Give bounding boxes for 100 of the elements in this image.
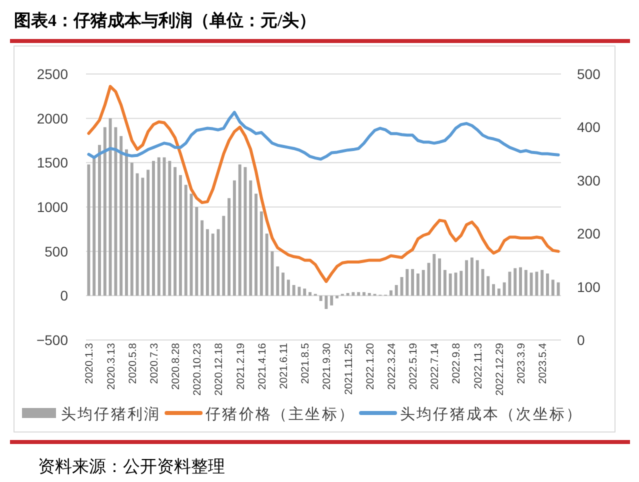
bar (362, 292, 366, 296)
bar (152, 160, 155, 296)
y-tick-label: 1500 (36, 154, 68, 171)
x-tick-label: 2021.4.16 (256, 342, 268, 390)
line-series (87, 84, 560, 283)
bar (443, 270, 446, 296)
bar (270, 251, 274, 296)
bar (514, 268, 517, 296)
bar (530, 272, 533, 296)
bar (276, 266, 280, 296)
bar (519, 267, 522, 296)
bar (157, 157, 160, 296)
bar (546, 274, 549, 296)
bar (476, 260, 479, 296)
bar (222, 216, 226, 296)
bar (232, 180, 236, 296)
x-tick-label: 2021.11.25 (342, 342, 355, 395)
y-tick-label: 2000 (36, 110, 68, 126)
x-tick-label: 2023.5.4 (537, 342, 550, 384)
bar (298, 286, 301, 296)
bar (406, 269, 409, 296)
bar (400, 277, 404, 296)
x-tick-label: 2022.11.3 (472, 342, 484, 389)
x-tick-label: 2020.1.3 (84, 342, 96, 384)
x-tick-label: 2020.12.18 (213, 342, 226, 396)
bar (238, 164, 242, 296)
bar (308, 292, 312, 296)
bar (228, 198, 231, 296)
chart-title: 图表4：仔猪成本与利润（单位：元/头） (14, 11, 316, 30)
bar (174, 167, 177, 296)
bar (524, 270, 528, 296)
legend-label: 头均仔猪成本（次坐标） (400, 406, 583, 423)
bar (260, 211, 263, 296)
bar (120, 136, 123, 296)
bar (492, 284, 496, 296)
bar (465, 260, 468, 296)
y2-tick-label: 500 (577, 66, 601, 82)
bar (98, 144, 101, 296)
bar (368, 293, 371, 296)
bar (87, 164, 90, 296)
bar (502, 282, 506, 296)
bar (481, 269, 484, 296)
line-series (87, 110, 560, 161)
bar (497, 288, 500, 296)
bar (195, 207, 198, 296)
bar (352, 292, 355, 296)
bar (125, 149, 128, 296)
legend-label: 仔猪价格（主坐标） (206, 406, 356, 423)
bar (206, 229, 209, 296)
bar (346, 293, 350, 296)
bar (389, 290, 392, 296)
x-tick-label: 2022.7.14 (429, 342, 442, 390)
bar (324, 296, 328, 309)
bar (394, 285, 398, 296)
text: 资料来源：公开资料整理 (38, 457, 225, 476)
bar (114, 127, 118, 296)
bar (168, 160, 172, 296)
x-tick-label: 2020.3.13 (105, 342, 118, 390)
bar (411, 269, 414, 296)
bar (178, 175, 182, 296)
x-tick-label: 2022.3.24 (386, 342, 398, 390)
bar (200, 220, 204, 296)
bar (416, 274, 420, 296)
bar (244, 167, 247, 296)
x-tick-label: 2021.6.11 (278, 342, 290, 389)
x-tick-label: 2022.12.29 (494, 342, 506, 396)
bar (448, 274, 452, 296)
bar (211, 234, 214, 296)
x-tick-label: 2020.8.28 (170, 342, 182, 390)
bar (92, 158, 96, 296)
bar (136, 173, 139, 296)
x-tick-label: 2021.8.5 (300, 342, 312, 384)
x-tick-label: 2022.1.20 (364, 342, 376, 390)
x-tick-label: 2020.10.23 (192, 342, 204, 396)
bar (438, 258, 442, 296)
legend-label: 头均仔猪利润 (61, 406, 161, 423)
bar (141, 178, 144, 296)
x-tick-label: 2023.3.9 (516, 342, 528, 384)
bar (130, 162, 134, 296)
y2-tick-label: 400 (577, 119, 601, 136)
bar (103, 127, 106, 296)
bar (336, 296, 338, 298)
bar (540, 270, 544, 296)
bar (535, 272, 538, 296)
bar (551, 280, 554, 296)
bar (432, 254, 436, 296)
bar (162, 157, 166, 296)
bar (556, 282, 560, 296)
bar (108, 118, 112, 296)
bar (292, 285, 296, 296)
y-tick-label: 0 (60, 288, 68, 304)
bar (319, 296, 322, 301)
y-tick-label: 500 (44, 243, 68, 260)
bar (460, 270, 463, 296)
bar (508, 272, 512, 296)
bar (282, 272, 284, 296)
y-tick-label: 1000 (36, 199, 68, 215)
bar (303, 288, 306, 296)
bar (357, 292, 360, 296)
y2-tick-label: 0 (577, 332, 585, 348)
